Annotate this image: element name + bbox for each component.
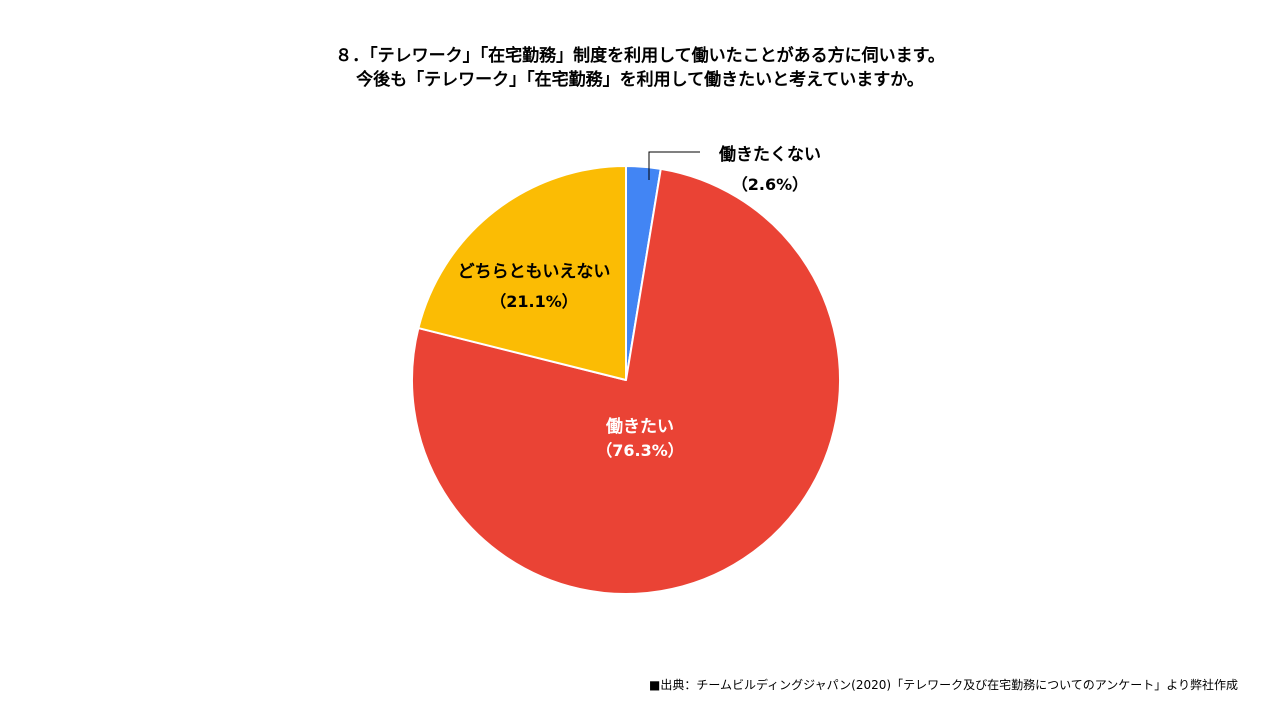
source-note: ■出典：チームビルディングジャパン(2020)「テレワーク及び在宅勤務についての… [649, 678, 1238, 692]
slice-label: 働きたい [605, 416, 674, 437]
chart-title-line1: ８．「テレワーク」「在宅勤務」制度を利用して働いたことがある方に伺います。 [335, 46, 945, 66]
chart-title-line2: 今後も「テレワーク」「在宅勤務」を利用して働きたいと考えていますか。 [356, 70, 924, 90]
chart-title: ８．「テレワーク」「在宅勤務」制度を利用して働いたことがある方に伺います。 今後… [0, 44, 1280, 92]
slice-label: どちらともいえない [458, 262, 611, 282]
pie-slice [411, 167, 841, 595]
pie-slice [417, 165, 627, 381]
slice-label: 働きたくない [718, 144, 821, 165]
slice-value-label: （21.1%） [490, 292, 578, 311]
leader-line [648, 151, 700, 180]
slice-value-label: （76.3%） [596, 441, 684, 460]
slice-value-label: （2.6%） [732, 175, 808, 194]
